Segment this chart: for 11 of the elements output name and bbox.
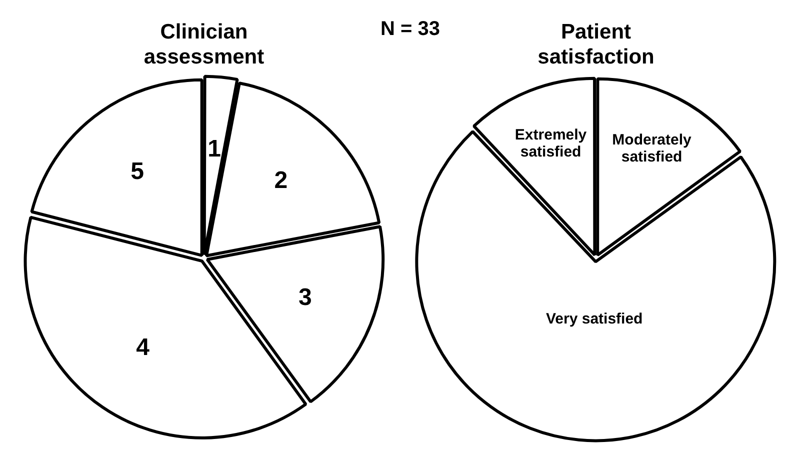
chart-title: Patient satisfaction [538,20,654,69]
slice-label: 1 [208,136,221,162]
slice-label: Extremely satisfied [514,126,588,161]
chart-title: Clinician assessment [144,20,264,69]
slice-label: 3 [298,284,312,311]
slice-label: Moderately satisfied [612,131,692,166]
text: N = 33 [380,18,440,41]
slice-label: Very satisfied [546,310,643,328]
slice-label: 2 [274,166,288,194]
slice-label: 4 [136,334,150,361]
slice-label: 5 [130,158,144,185]
